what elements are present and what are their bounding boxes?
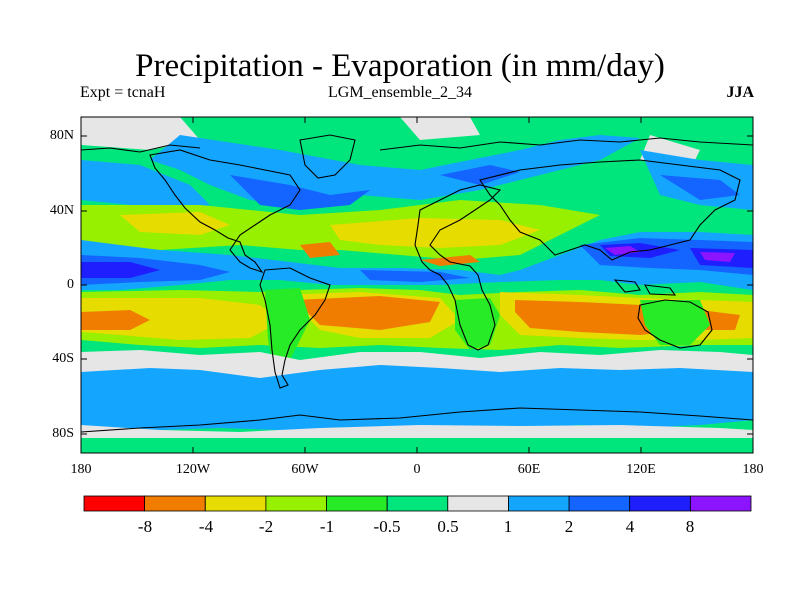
lat-label-80n: 80N (49, 128, 74, 143)
lat-label-40s: 40S (52, 351, 74, 366)
colorbar-swatch (204, 495, 267, 512)
experiment-label: Expt = tcnaH (80, 84, 166, 101)
colorbar-label: -4 (198, 517, 214, 536)
lat-label-80s: 80S (52, 426, 74, 441)
nh-subtropics-orange (300, 242, 480, 266)
antarctica-coast (81, 407, 753, 433)
colorbar-label: 4 (625, 517, 635, 536)
colorbar-swatch (568, 495, 631, 512)
colorbar-label: 8 (685, 517, 695, 536)
contour-fields (81, 117, 753, 453)
sh-storm-track-blue (81, 365, 753, 430)
colorbar-swatch (447, 495, 509, 512)
lon-label-120e: 120E (626, 462, 656, 477)
colorbar-swatch (326, 495, 388, 512)
colorbar-label: 0.5 (437, 517, 459, 536)
nh-subtropics-yellow (120, 212, 540, 248)
antarctic-green (81, 438, 753, 453)
nh-pacific-dark (660, 175, 740, 200)
colorbar-swatch (629, 495, 691, 512)
lat-label-0: 0 (67, 277, 74, 292)
greenland-coast (299, 134, 356, 179)
south-america-coast (259, 267, 331, 389)
map-title: Precipitation - Evaporation (in mm/day) (135, 48, 665, 84)
colorbar-label: 1 (503, 517, 513, 536)
ensemble-label: LGM_ensemble_2_34 (328, 84, 472, 101)
colorbar-label: -0.5 (373, 517, 401, 536)
colorbar-label: 2 (564, 517, 574, 536)
lat-label-40n: 40N (49, 203, 74, 218)
colorbar-swatch (690, 495, 752, 512)
colorbar-swatch (386, 495, 449, 512)
lon-label-180w: 180 (70, 462, 92, 477)
colorbar-label: -1 (319, 517, 335, 536)
asia-coast (479, 159, 741, 261)
season-label: JJA (726, 84, 754, 101)
itcz-dark-blue (81, 238, 753, 285)
coastlines (81, 134, 753, 433)
axis-ticks (81, 117, 753, 453)
colorbar (83, 495, 752, 512)
lon-label-60e: 60E (517, 462, 541, 477)
europe-africa-coast (414, 184, 502, 351)
colorbar-swatch (83, 495, 145, 512)
australia-coast (637, 299, 713, 349)
lon-label-180e: 180 (742, 462, 764, 477)
colorbar-swatch (508, 495, 570, 512)
north-america-coast (149, 149, 301, 274)
colorbar-swatch (144, 495, 206, 512)
itcz-purple (605, 246, 735, 262)
indonesia-islands (613, 279, 677, 296)
lon-label-120w: 120W (175, 462, 211, 477)
lon-label-0: 0 (413, 462, 421, 477)
colorbar-label: -8 (137, 517, 153, 536)
sh-subtropics-orange (81, 296, 740, 335)
arctic-grey-patches (81, 117, 700, 170)
lon-label-60w: 60W (291, 462, 319, 477)
colorbar-swatch (265, 495, 327, 512)
sh-land-green (265, 288, 710, 375)
nh-storm-track-dark (230, 165, 520, 210)
colorbar-label: -2 (258, 517, 274, 536)
nh-pacific-band (81, 150, 753, 210)
arctic-coast (81, 137, 753, 153)
